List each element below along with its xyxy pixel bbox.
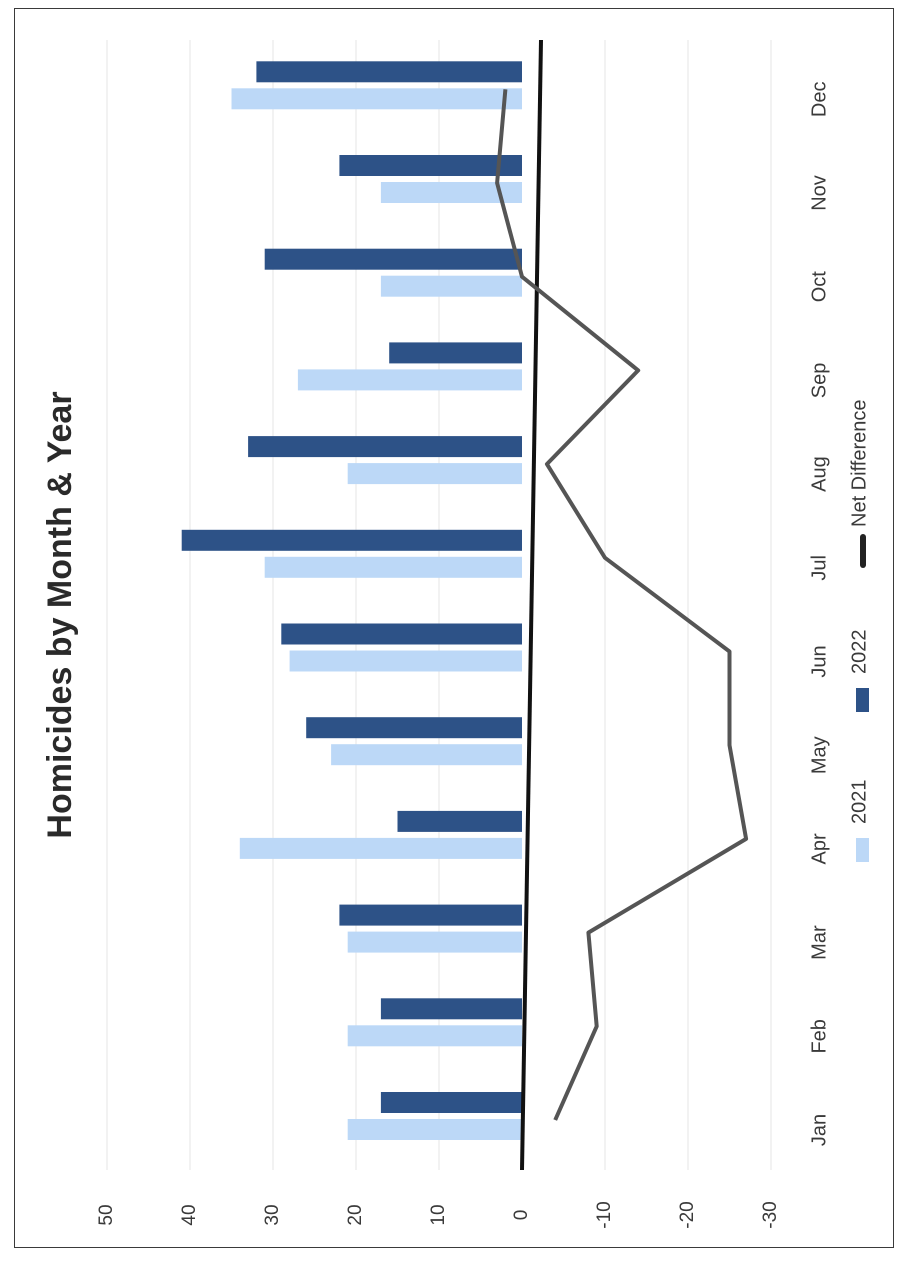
x-category-label: Dec: [808, 82, 830, 118]
y-tick-label: 30: [262, 1204, 283, 1225]
bar-2021: [347, 463, 522, 485]
bar-2021: [231, 88, 522, 110]
bar-2021: [331, 744, 522, 766]
y-tick-label: 50: [96, 1204, 117, 1225]
bar-2021: [264, 556, 522, 578]
bar-2021: [347, 931, 522, 953]
bar-2022: [380, 998, 522, 1020]
x-category-label: Jun: [808, 645, 830, 677]
legend-label: Net Difference: [848, 400, 870, 527]
legend-item: 2022: [848, 630, 870, 712]
x-category-label: Feb: [808, 1019, 830, 1053]
bar-2021: [380, 182, 522, 203]
x-category-label: Nov: [808, 175, 830, 211]
x-axis-categories: Jan Feb Mar Apr May Jun Jul Aug Sep Oct Nov Dec: [808, 82, 830, 1147]
bar-2022: [397, 810, 522, 832]
bar-2021: [289, 650, 522, 672]
x-category-label: Sep: [808, 363, 830, 399]
x-category-label: May: [808, 736, 830, 774]
chart-title: Homicides by Month & Year: [41, 391, 79, 838]
bar-2022: [181, 529, 522, 551]
bar-2022: [306, 717, 522, 739]
chart-frame: [14, 8, 894, 1248]
bar-2022: [256, 61, 522, 83]
legend-swatch: [856, 688, 869, 712]
y-tick-label: -20: [677, 1201, 698, 1228]
x-category-label: Jul: [808, 555, 830, 581]
bar-2022: [264, 248, 522, 270]
zero-line: [520, 39, 543, 1171]
legend-item: 2021: [848, 780, 870, 862]
bar-2022: [339, 155, 522, 176]
bar-2022: [281, 623, 522, 645]
y-tick-label: 40: [179, 1204, 200, 1225]
legend-label: 2022: [848, 630, 870, 675]
bar-2022: [389, 342, 522, 364]
legend: 2021 2022 Net Difference: [848, 400, 870, 862]
x-category-label: Mar: [808, 925, 830, 960]
bars: [181, 61, 523, 1140]
y-tick-label: -10: [594, 1201, 615, 1228]
x-category-label: Jan: [808, 1114, 830, 1146]
net-difference-series: [495, 89, 749, 1121]
x-category-label: Apr: [808, 833, 830, 864]
y-tick-label: -30: [760, 1201, 781, 1228]
y-tick-label: 10: [428, 1204, 449, 1225]
y-axis-ticks: 50 40 30 20 10 0 -10 -20 -30: [96, 1201, 781, 1228]
bar-2021: [380, 275, 522, 297]
bar-2022: [339, 904, 522, 926]
gridlines: [106, 40, 772, 1170]
x-category-label: Aug: [808, 456, 830, 492]
legend-label: 2021: [848, 780, 870, 825]
bar-2021: [347, 1119, 522, 1140]
legend-item: Net Difference: [848, 400, 870, 568]
legend-swatch: [856, 838, 869, 862]
net-difference-line: [495, 89, 749, 1121]
bar-2022: [380, 1092, 522, 1113]
bar-2021: [297, 369, 522, 391]
bar-2021: [347, 1025, 522, 1047]
bar-2022: [248, 436, 522, 458]
y-tick-label: 20: [345, 1204, 366, 1225]
title-group: Homicides by Month & Year: [41, 391, 79, 838]
zero-line-group: [520, 39, 543, 1171]
x-category-label: Oct: [808, 271, 830, 303]
y-tick-label: 0: [511, 1210, 532, 1221]
bar-2021: [239, 837, 523, 859]
